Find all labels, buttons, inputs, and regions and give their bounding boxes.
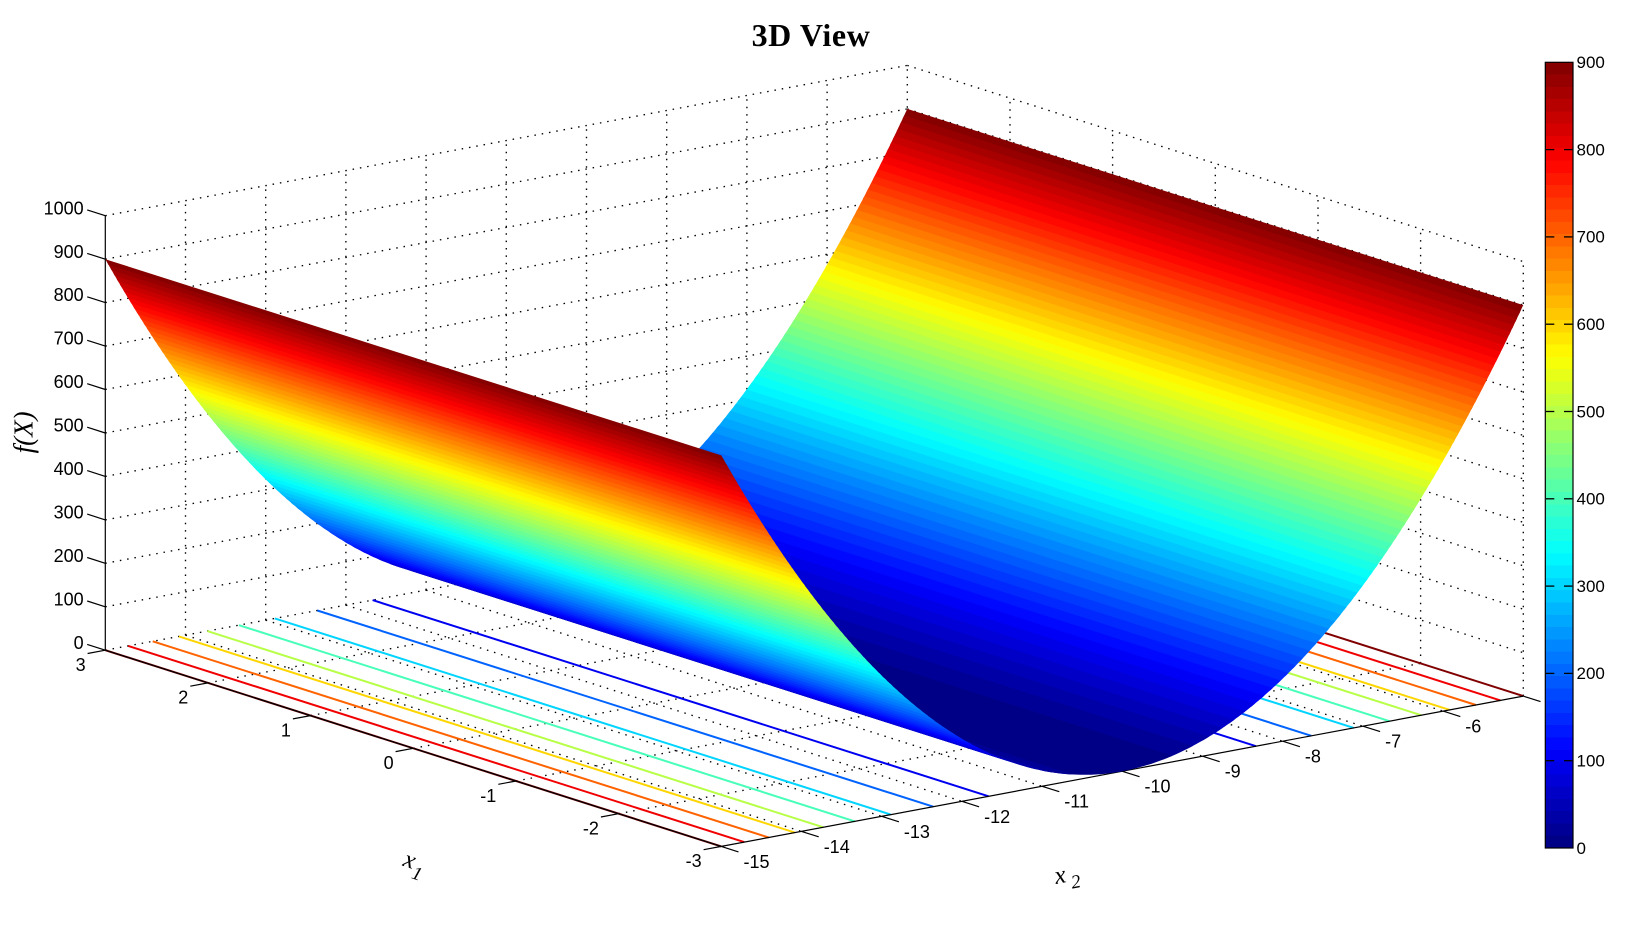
svg-text:3: 3: [76, 655, 86, 675]
svg-text:100: 100: [1577, 752, 1605, 771]
svg-text:-12: -12: [984, 807, 1010, 827]
svg-text:100: 100: [54, 589, 84, 609]
svg-text:-3: -3: [686, 851, 702, 871]
svg-text:500: 500: [54, 416, 84, 436]
svg-text:800: 800: [54, 285, 84, 305]
svg-text:1: 1: [281, 720, 291, 740]
svg-text:3D View: 3D View: [752, 17, 871, 53]
svg-text:-13: -13: [904, 822, 930, 842]
svg-text:200: 200: [1577, 664, 1605, 683]
svg-text:-6: -6: [1465, 717, 1481, 737]
svg-text:1000: 1000: [44, 198, 84, 218]
svg-text:0: 0: [74, 633, 84, 653]
svg-text:600: 600: [54, 372, 84, 392]
svg-text:200: 200: [54, 546, 84, 566]
svg-text:-1: -1: [480, 786, 496, 806]
svg-text:300: 300: [54, 503, 84, 523]
svg-text:500: 500: [1577, 402, 1605, 421]
svg-text:700: 700: [54, 329, 84, 349]
svg-text:800: 800: [1577, 140, 1605, 159]
svg-text:900: 900: [54, 242, 84, 262]
svg-text:300: 300: [1577, 577, 1605, 596]
svg-text:-10: -10: [1145, 777, 1171, 797]
svg-text:400: 400: [1577, 490, 1605, 509]
svg-text:-14: -14: [824, 837, 850, 857]
svg-text:-9: -9: [1225, 762, 1241, 782]
svg-text:2: 2: [178, 688, 188, 708]
svg-text:900: 900: [1577, 53, 1605, 72]
svg-text:-11: -11: [1064, 792, 1089, 812]
svg-text:400: 400: [54, 459, 84, 479]
svg-text:-7: -7: [1385, 732, 1401, 752]
svg-text:0: 0: [384, 753, 394, 773]
svg-text:-8: -8: [1305, 747, 1321, 767]
svg-text:-15: -15: [744, 852, 770, 872]
svg-text:0: 0: [1577, 839, 1586, 858]
svg-text:600: 600: [1577, 315, 1605, 334]
svg-text:-2: -2: [583, 819, 599, 839]
svg-text:700: 700: [1577, 228, 1605, 247]
svg-text:f(X): f(X): [9, 411, 39, 453]
